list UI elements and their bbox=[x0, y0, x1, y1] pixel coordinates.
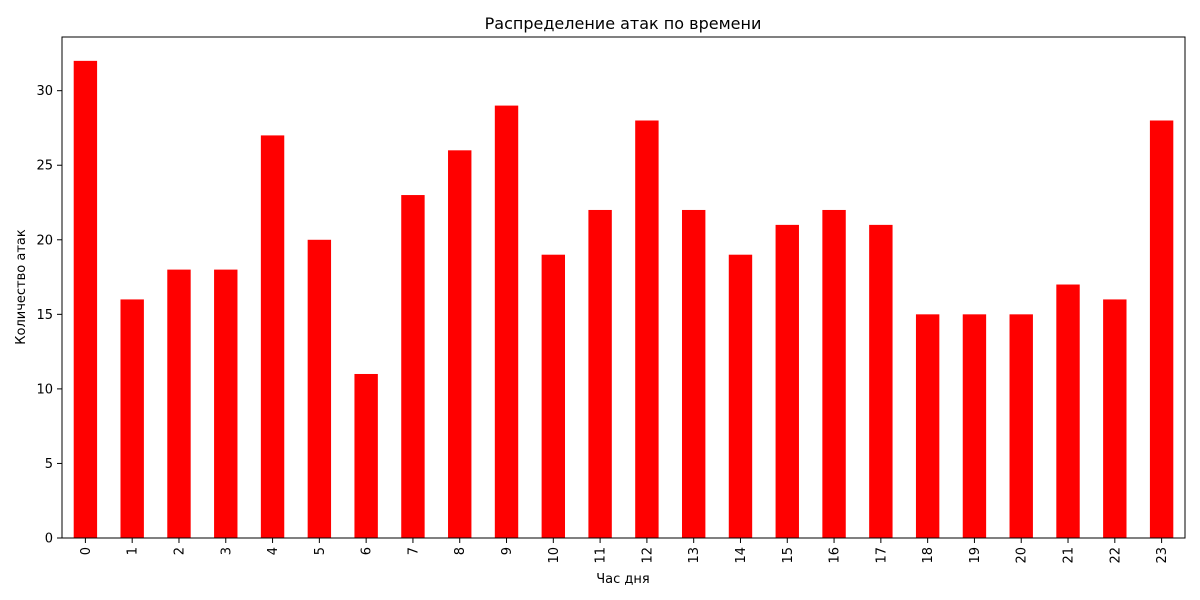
bar-hour-8 bbox=[448, 150, 472, 538]
bar-hour-3 bbox=[214, 269, 238, 538]
x-tick-label: 7 bbox=[406, 547, 421, 555]
bar-hour-13 bbox=[681, 209, 706, 538]
bar-hour-16 bbox=[822, 209, 846, 538]
x-tick-label: 10 bbox=[547, 547, 562, 564]
x-tick-label: 20 bbox=[1015, 547, 1030, 564]
x-tick-label: 1 bbox=[126, 547, 141, 555]
x-tick-label: 18 bbox=[921, 547, 936, 564]
x-tick-label: 22 bbox=[1108, 547, 1123, 564]
x-tick-label: 2 bbox=[172, 547, 187, 555]
x-tick-label: 3 bbox=[219, 547, 234, 555]
x-tick-label: 6 bbox=[360, 547, 375, 555]
plot-frame bbox=[61, 36, 1186, 539]
x-tick-label: 9 bbox=[500, 547, 515, 555]
y-tick-label: 20 bbox=[36, 233, 53, 248]
x-tick-label: 17 bbox=[874, 547, 889, 564]
bar-hour-2 bbox=[167, 269, 191, 538]
x-axis-ticks: 0 1 2 3 4 5 6 7 8 9 10 11 12 13 14 15 16 17 18 19 20 21 22 23 bbox=[79, 538, 1170, 564]
y-tick-label: 5 bbox=[45, 457, 53, 472]
bar-hour-5 bbox=[307, 239, 332, 539]
x-tick-label: 21 bbox=[1062, 547, 1077, 564]
x-tick-label: 13 bbox=[687, 547, 702, 564]
bar-hour-22 bbox=[1103, 299, 1127, 538]
x-tick-label: 8 bbox=[453, 547, 468, 555]
x-tick-label: 15 bbox=[781, 547, 796, 564]
bar-hour-11 bbox=[588, 209, 612, 538]
x-tick-label: 4 bbox=[266, 547, 281, 555]
bars-group bbox=[73, 60, 1174, 539]
x-tick-label: 0 bbox=[79, 547, 94, 555]
chart-title: Распределение атак по времени bbox=[485, 14, 762, 33]
x-axis-label: Час дня bbox=[596, 572, 649, 587]
bar-hour-20 bbox=[1009, 314, 1033, 538]
bar-hour-1 bbox=[120, 299, 144, 538]
bar-hour-12 bbox=[635, 120, 659, 538]
bar-hour-7 bbox=[401, 195, 425, 539]
y-axis-ticks: 0 5 10 15 20 25 30 bbox=[36, 84, 62, 547]
bar-hour-18 bbox=[915, 314, 940, 538]
bar-hour-21 bbox=[1056, 284, 1080, 538]
bar-hour-19 bbox=[962, 314, 987, 538]
x-tick-label: 5 bbox=[313, 547, 328, 555]
bar-hour-15 bbox=[775, 224, 799, 539]
bar-hour-6 bbox=[354, 373, 378, 538]
y-tick-label: 25 bbox=[36, 159, 53, 174]
y-tick-label: 0 bbox=[45, 532, 53, 547]
bar-hour-10 bbox=[541, 254, 566, 538]
x-tick-label: 23 bbox=[1155, 547, 1170, 564]
bar-hour-17 bbox=[869, 224, 893, 539]
y-tick-label: 30 bbox=[36, 84, 53, 99]
x-tick-label: 14 bbox=[734, 547, 749, 564]
bar-hour-0 bbox=[73, 60, 98, 539]
bar-hour-4 bbox=[260, 135, 285, 538]
y-axis-label: Количество атак bbox=[14, 229, 29, 345]
x-tick-label: 12 bbox=[640, 547, 655, 564]
x-tick-label: 11 bbox=[594, 547, 609, 564]
y-tick-label: 10 bbox=[36, 382, 53, 397]
x-tick-label: 16 bbox=[828, 547, 843, 564]
bar-hour-23 bbox=[1149, 120, 1174, 538]
bar-hour-14 bbox=[728, 254, 753, 538]
bar-hour-9 bbox=[494, 105, 519, 538]
x-tick-label: 19 bbox=[968, 547, 983, 564]
y-tick-label: 15 bbox=[36, 308, 53, 323]
